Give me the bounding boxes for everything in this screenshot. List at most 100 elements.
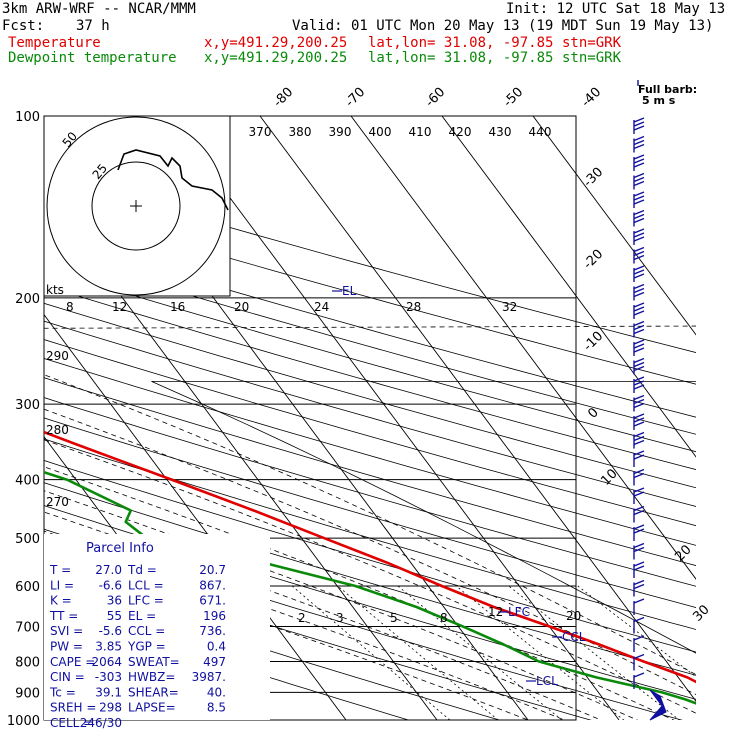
dry-adiabat [44, 320, 696, 507]
pressure-tick-label: 900 [15, 686, 40, 701]
wind-barb-flag [633, 139, 645, 146]
forecast-label: Fcst: [2, 18, 45, 34]
wind-barb-flag [633, 121, 645, 127]
isotherm-label: -60 [423, 85, 449, 111]
pressure-tick-label: 700 [15, 620, 40, 635]
wind-barb-flag [633, 583, 645, 590]
wind-barb-flag [633, 421, 645, 427]
dry-adiabat [44, 358, 696, 546]
pressure-tick-label: 100 [15, 110, 40, 125]
wind-barb-flag [633, 217, 645, 224]
hodograph-ring-outer [46, 116, 226, 296]
dew-latlon: lat,lon= 31.08, -97.85 [368, 50, 554, 66]
el-marker: EL [342, 284, 357, 298]
dry-adiabat [44, 578, 501, 720]
wind-barb-flag [633, 487, 645, 493]
small-theta-label: 290 [46, 349, 69, 363]
parcel-info-cell: HWBZ= [128, 670, 175, 684]
parcel-info-cell: 55 [107, 609, 122, 623]
model-title: 3km ARW-WRF -- NCAR/MMM [2, 1, 196, 17]
mixing-ratio-label: 2 [298, 611, 306, 625]
speed-label: 28 [406, 300, 421, 314]
theta-label: 370 [249, 125, 272, 139]
wind-barb-flag [633, 528, 645, 534]
wind-barb-flag [633, 402, 645, 409]
wind-barb-flag [633, 472, 645, 479]
parcel-info-cell: Td = [127, 563, 157, 577]
dew-xy: x,y=491.29,200.25 [204, 50, 348, 66]
moist-adiabat [44, 490, 639, 720]
wind-barb-flag [633, 250, 645, 257]
theta-label: 420 [449, 125, 472, 139]
mixing-ratio-line [397, 585, 563, 720]
wind-barb-flag [633, 394, 645, 401]
wind-barb-flag [633, 450, 645, 456]
isotherm-line [168, 116, 620, 720]
parcel-info-cell: LAPSE= [128, 701, 176, 715]
speed-label: 12 [112, 300, 127, 314]
dry-adiabat [44, 397, 696, 587]
isotherm-label: -30 [581, 165, 607, 191]
pressure-tick-label: 500 [15, 532, 40, 547]
wind-barb-flag [633, 162, 645, 168]
theta-label: 390 [329, 125, 352, 139]
parcel-info-title: Parcel Info [86, 541, 154, 556]
isotherm-label: -20 [581, 247, 607, 273]
dry-adiabat [44, 339, 696, 527]
mixing-ratio-line [577, 585, 696, 678]
dry-adiabat [44, 268, 696, 453]
wind-barb-flag [633, 302, 645, 308]
wind-barb-flag [633, 413, 645, 419]
mixing-ratio-line [455, 585, 625, 720]
dry-adiabat [44, 285, 696, 470]
mixing-ratio-label: 5 [390, 611, 398, 625]
surface-wind-barb [649, 689, 667, 721]
wind-barb-flag [633, 283, 645, 290]
wind-barb-flag [633, 509, 645, 516]
parcel-info-cell: 736. [199, 624, 226, 638]
dry-adiabat [44, 203, 696, 385]
forecast-hour: 37 h [76, 18, 110, 34]
temperature-profile [44, 430, 696, 684]
parcel-info-cell: CIN = [50, 670, 85, 684]
wind-barb-flag [633, 361, 645, 368]
temp-station: stn=GRK [562, 35, 622, 51]
pressure-tick-label: 800 [15, 655, 40, 670]
parcel-info-cell: 27.0 [95, 563, 122, 577]
wind-barb-flag [633, 180, 645, 187]
isotherm-label: -70 [343, 85, 369, 111]
background-lines [44, 116, 696, 720]
wind-barb-flag [633, 172, 645, 179]
dry-adiabat [44, 604, 410, 720]
wind-barb-flag [633, 598, 645, 604]
isotherm-line [44, 313, 347, 720]
wind-barb-flag [633, 232, 645, 238]
theta-label: 430 [489, 125, 512, 139]
parcel-info-cell: 867. [199, 578, 226, 592]
wind-barb-flag [633, 246, 645, 253]
wind-barb-flag [633, 125, 645, 131]
wind-barb-flag [633, 454, 645, 460]
wind-barb-flag [633, 306, 645, 312]
pressure-tick-label: 400 [15, 474, 40, 489]
temp-latlon: lat,lon= 31.08, -97.85 [368, 35, 554, 51]
parcel-info-cell: 497 [203, 655, 226, 669]
wind-barb-flag [633, 228, 645, 234]
speed-label: 8 [66, 300, 74, 314]
parcel-info-cell: 0.4 [207, 640, 226, 654]
wind-barb-flag [633, 117, 645, 123]
isotherm-line [259, 116, 696, 702]
theta-label: 410 [409, 125, 432, 139]
wind-barb-flag [633, 265, 645, 271]
isotherm-label: -10 [581, 329, 607, 355]
parcel-info-cell: LFC = [128, 594, 164, 608]
wind-barb-flag [633, 439, 645, 446]
isotherm-label: 0 [585, 405, 601, 421]
parcel-info-cell: EL = [128, 609, 156, 623]
level-markers: LFC CCL LCL EL [332, 284, 586, 688]
parcel-info-cell: 298 [99, 701, 122, 715]
hodograph-trace [117, 149, 229, 211]
speed-label: 24 [314, 300, 329, 314]
